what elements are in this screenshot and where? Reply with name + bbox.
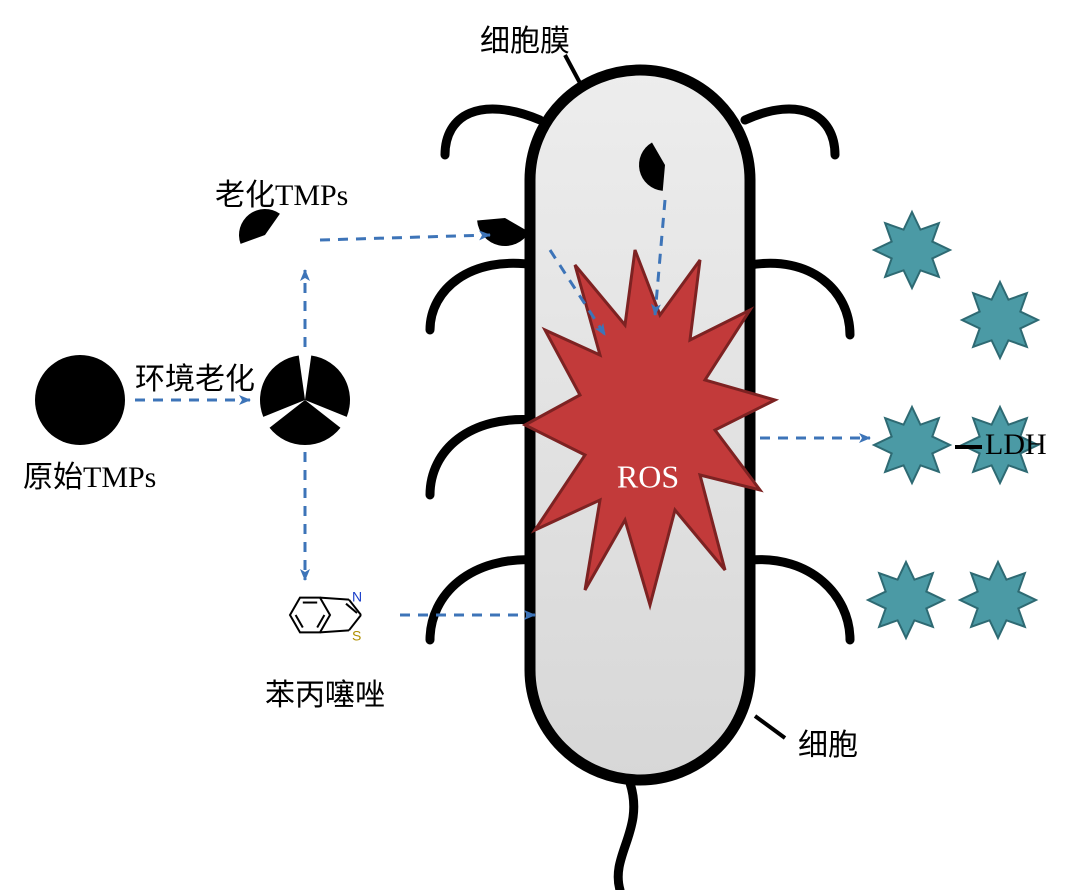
flagellum-7 (618, 783, 634, 890)
aged-fragment-on-membrane (477, 218, 529, 246)
diagram-stage: ROS NS 原始TMPs 环境老化 老化TMPs 细胞膜 细胞 LDH 苯丙噻… (0, 0, 1080, 890)
ldh-stars-group (868, 212, 1038, 638)
svg-text:N: N (352, 589, 362, 605)
flagellum-5 (750, 263, 850, 335)
label-cell: 细胞 (798, 720, 858, 764)
flagellum-0 (445, 109, 540, 155)
label-benzothiazole: 苯丙噻唑 (265, 670, 385, 714)
ldh-star-0 (874, 212, 950, 288)
ldh-star-1 (962, 282, 1038, 358)
label-env-aging: 环境老化 (135, 354, 255, 398)
flagellum-4 (745, 109, 835, 155)
flagellum-1 (430, 263, 535, 330)
arrow-aged-to-membrane (320, 235, 490, 240)
label-ldh: LDH (985, 428, 1047, 462)
label-aged-tmps: 老化TMPs (215, 170, 348, 214)
flagellum-2 (430, 420, 535, 495)
ldh-star-4 (868, 562, 944, 638)
label-cell-membrane: 细胞膜 (480, 16, 570, 60)
svg-text:S: S (352, 627, 361, 643)
diagram-svg: ROS NS (0, 0, 1080, 890)
aged-fragment-near-label (239, 209, 280, 244)
original-tmps-icon (35, 355, 125, 445)
label-original-tmps: 原始TMPs (23, 452, 156, 496)
flagellum-6 (750, 560, 850, 640)
ldh-star-5 (960, 562, 1036, 638)
fragmented-tmps-icon (260, 355, 350, 445)
flagellum-3 (430, 560, 540, 640)
ldh-star-2 (874, 407, 950, 483)
benzothiazole-structure: NS (290, 589, 362, 644)
leader-cell (755, 716, 785, 738)
ros-label: ROS (617, 458, 679, 494)
